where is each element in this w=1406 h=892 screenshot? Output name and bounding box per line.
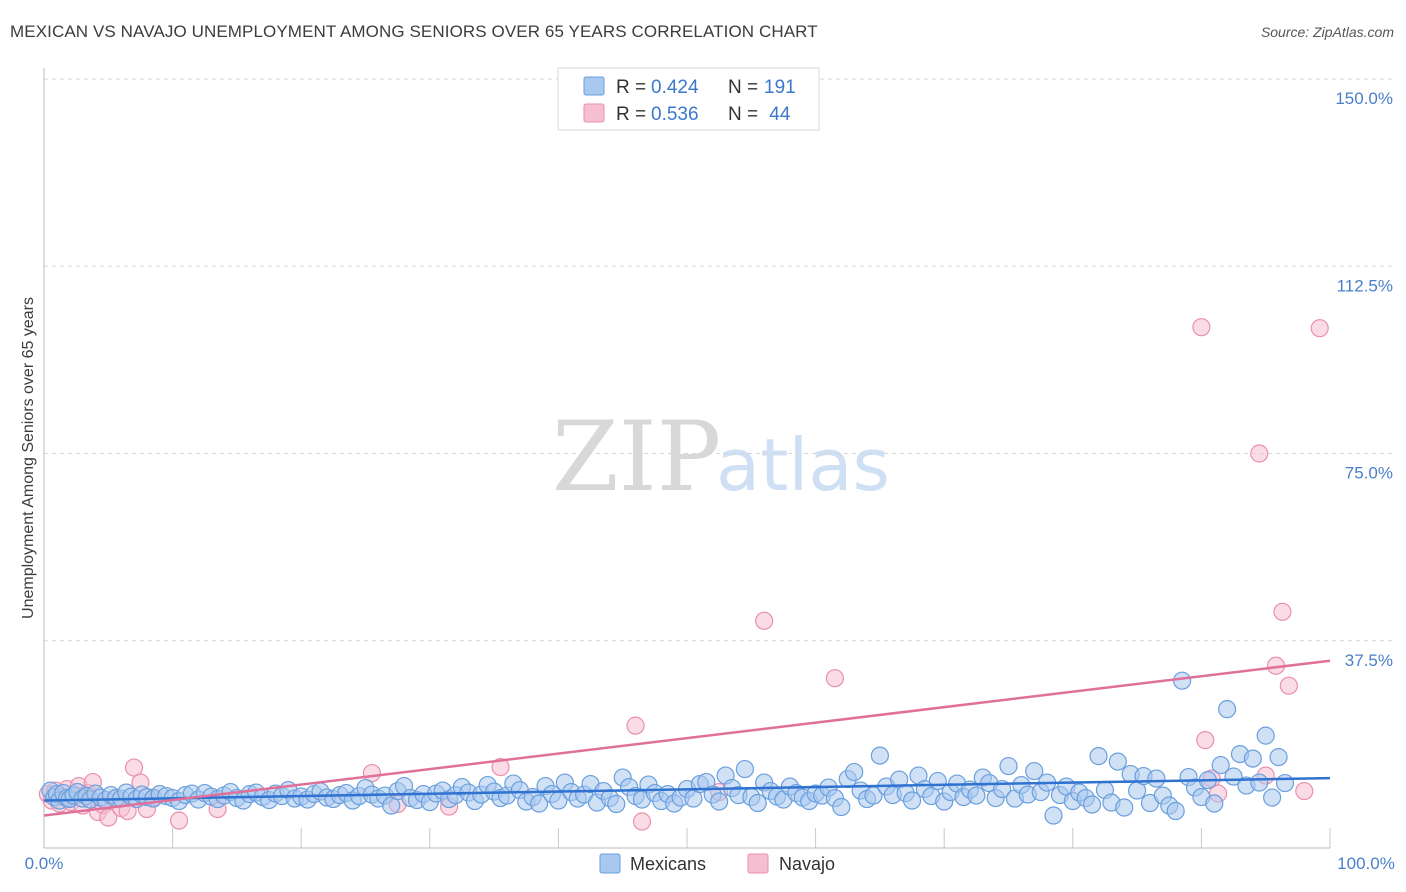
mexicans-trend-line (43, 776, 1331, 802)
navajo-bottom-label: Navajo (779, 854, 835, 874)
navajo-bottom-swatch (747, 853, 769, 874)
mexicans-point (735, 759, 754, 779)
mexicans-point (1269, 747, 1288, 767)
x-tick-label-min: 0.0% (25, 854, 64, 873)
navajo-point (632, 812, 652, 831)
mexicans-point (1256, 726, 1275, 745)
navajo-point (1279, 676, 1298, 695)
y-axis-label: Unemployment Among Seniors over 65 years (20, 297, 37, 619)
stats-legend: R = 0.424 N = 191 R = 0.536 N = 44 (557, 67, 820, 131)
mexicans-point (1250, 773, 1269, 792)
mexicans-point (1147, 769, 1166, 788)
y-tick-label: 112.5% (1337, 276, 1393, 295)
mexicans-point (530, 794, 549, 813)
mexicans-point (1218, 700, 1237, 719)
navajo-point (1273, 602, 1292, 621)
navajo-n-value: 44 (764, 104, 791, 125)
mexicans-point (1025, 761, 1044, 781)
mexicans-point (1243, 749, 1262, 768)
navajo-point (755, 611, 774, 630)
navajo-point (1310, 319, 1329, 338)
mexicans-point (999, 756, 1018, 776)
mexicans-point (967, 786, 986, 805)
y-tick-label: 75.0% (1345, 464, 1393, 483)
watermark-atlas: atlas (716, 423, 890, 507)
navajo-n-label: N = (728, 104, 758, 125)
mexicans-bottom-swatch (599, 853, 621, 874)
y-tick-labels: 37.5% 75.0% 112.5% 150.0% (1335, 89, 1393, 670)
watermark-zip: ZIP (552, 401, 721, 513)
chart-title: MEXICAN VS NAVAJO UNEMPLOYMENT AMONG SEN… (10, 22, 818, 41)
watermark: ZIP atlas (552, 401, 890, 513)
navajo-point (169, 811, 189, 830)
mexicans-point (710, 792, 729, 811)
mexicans-point (1211, 755, 1230, 775)
mexicans-legend-swatch (583, 76, 605, 96)
mexicans-point (1173, 671, 1192, 690)
y-tick-label: 37.5% (1345, 651, 1393, 670)
bottom-legend: Mexicans Navajo (599, 853, 835, 874)
mexicans-point (1263, 788, 1282, 807)
navajo-r-label: R = (616, 104, 646, 125)
mexicans-point (1108, 752, 1127, 771)
navajo-points (38, 318, 1329, 831)
navajo-point (825, 669, 844, 688)
mexicans-bottom-label: Mexicans (630, 854, 706, 874)
navajo-point (124, 758, 144, 777)
gridlines (44, 78, 1394, 642)
navajo-point (1192, 318, 1211, 337)
x-axis-ticks (43, 828, 1331, 848)
mexicans-point (1089, 746, 1108, 766)
mexicans-point (1082, 795, 1102, 814)
mexicans-point (1115, 798, 1134, 817)
mexicans-n-label: N = (728, 77, 758, 98)
navajo-point (491, 757, 510, 777)
mexicans-point (902, 791, 922, 810)
mexicans-points (41, 671, 1295, 825)
navajo-trend-line (43, 659, 1331, 817)
mexicans-n-value: 191 (764, 77, 796, 98)
mexicans-point (748, 793, 767, 813)
mexicans-point (832, 797, 851, 817)
mexicans-point (1275, 773, 1295, 793)
navajo-r-value: 0.536 (651, 104, 699, 125)
mexicans-point (845, 762, 864, 782)
x-tick-label-max: 100.0% (1337, 854, 1395, 873)
mexicans-point (870, 746, 890, 765)
mexicans-point (1205, 794, 1224, 813)
navajo-point (1250, 444, 1269, 463)
y-tick-label: 150.0% (1335, 89, 1393, 108)
navajo-point (1196, 731, 1215, 750)
mexicans-point (607, 794, 626, 814)
navajo-legend-swatch (583, 103, 605, 123)
source-label: Source: ZipAtlas.com (1260, 24, 1394, 40)
navajo-point (626, 716, 645, 735)
navajo-point (1295, 781, 1314, 801)
mexicans-point (1044, 806, 1063, 825)
mexicans-r-value: 0.424 (651, 77, 699, 98)
mexicans-point (1166, 801, 1185, 821)
mexicans-r-label: R = (616, 77, 646, 98)
